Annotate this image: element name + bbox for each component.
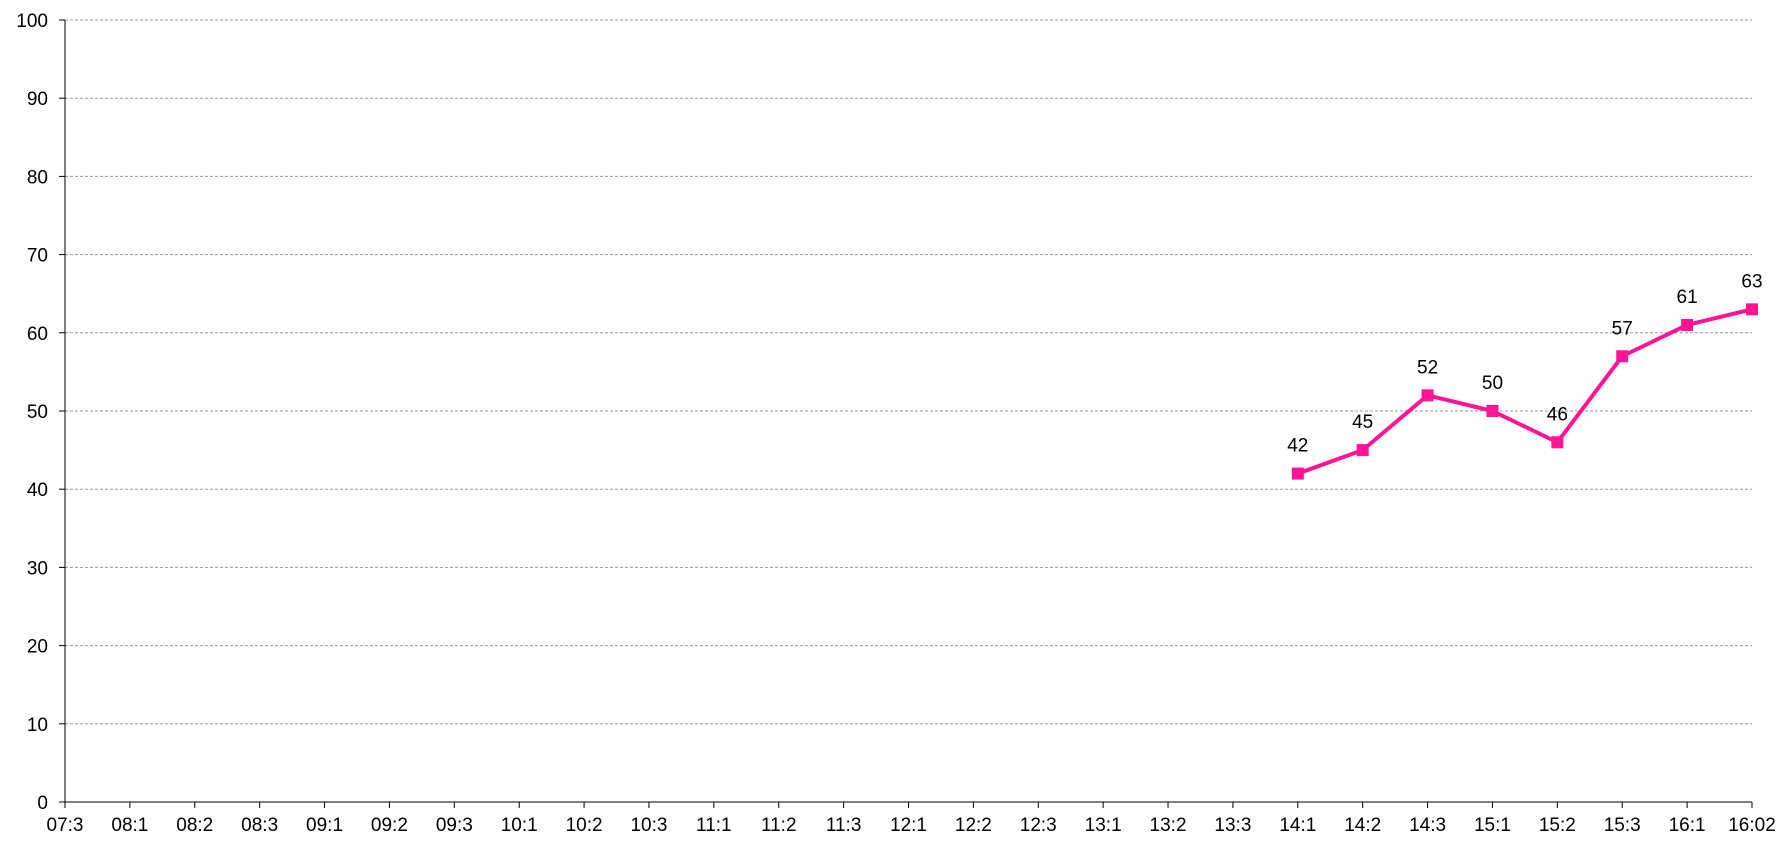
x-tick-label: 12:1 — [890, 815, 927, 836]
data-label: 61 — [1677, 287, 1698, 308]
data-point-marker — [1421, 389, 1434, 402]
y-tick-label: 10 — [27, 715, 48, 736]
x-tick-label: 14:1 — [1279, 815, 1316, 836]
data-point-marker — [1291, 467, 1304, 480]
x-tick-label: 11:2 — [761, 815, 797, 836]
x-tick-label: 15:3 — [1604, 815, 1641, 836]
data-label: 52 — [1417, 357, 1438, 378]
data-label: 45 — [1352, 412, 1373, 433]
x-tick-label: 13:3 — [1214, 815, 1251, 836]
data-label: 57 — [1612, 318, 1633, 339]
y-tick-label: 0 — [37, 793, 48, 814]
x-tick-label: 15:2 — [1539, 815, 1576, 836]
y-tick-label: 50 — [27, 402, 48, 423]
x-tick-label: 11:1 — [696, 815, 732, 836]
x-tick-label: 10:2 — [566, 815, 603, 836]
data-point-marker — [1551, 436, 1564, 449]
data-label: 46 — [1547, 404, 1568, 425]
data-point-marker — [1616, 350, 1629, 363]
data-label: 42 — [1287, 436, 1308, 457]
x-tick-label: 12:3 — [1020, 815, 1057, 836]
axis-layer: 0 10 20 30 40 50 60 70 80 90 100 07:3 08:1 08:2 08:3 09… — [16, 11, 1775, 836]
x-tick-label: 09:1 — [306, 815, 343, 836]
y-tick-label: 70 — [27, 246, 48, 267]
data-point-marker — [1746, 303, 1758, 316]
x-tick-label: 09:2 — [371, 815, 408, 836]
x-tick-label: 13:2 — [1150, 815, 1187, 836]
x-tick-label: 08:1 — [111, 815, 148, 836]
x-tick-label: 10:1 — [501, 815, 538, 836]
x-tick-label: 14:3 — [1409, 815, 1446, 836]
y-tick-label: 90 — [27, 89, 48, 110]
data-point-marker — [1681, 318, 1694, 331]
x-tick-label: 08:2 — [176, 815, 213, 836]
data-label: 50 — [1482, 373, 1503, 394]
x-tick-label: 11:3 — [826, 815, 862, 836]
series-line-0 — [1297, 307, 1753, 476]
grid-layer — [65, 19, 1752, 725]
x-tick-label: 14:2 — [1344, 815, 1381, 836]
y-tick-label: 20 — [27, 637, 48, 658]
y-tick-label: 40 — [27, 480, 48, 501]
y-tick-label: 80 — [27, 167, 48, 188]
x-tick-label: 08:3 — [241, 815, 278, 836]
x-tick-label: 12:2 — [955, 815, 992, 836]
x-tick-label: 13:1 — [1085, 815, 1122, 836]
x-tick-label: 15:1 — [1474, 815, 1511, 836]
x-tick-label: 16:02 — [1728, 815, 1776, 836]
series-layer — [1291, 303, 1758, 480]
x-tick-label: 10:3 — [630, 815, 667, 836]
x-tick-label: 09:3 — [436, 815, 473, 836]
x-tick-label: 07:3 — [47, 815, 84, 836]
data-point-marker — [1356, 444, 1369, 457]
y-tick-label: 30 — [27, 558, 48, 579]
y-tick-label: 60 — [27, 324, 48, 345]
x-tick-label: 16:1 — [1669, 815, 1706, 836]
data-label: 63 — [1741, 271, 1762, 292]
label-layer: 42 45 52 50 46 57 61 63 — [1287, 271, 1762, 456]
data-point-marker — [1486, 405, 1499, 417]
y-tick-label: 100 — [16, 11, 48, 32]
